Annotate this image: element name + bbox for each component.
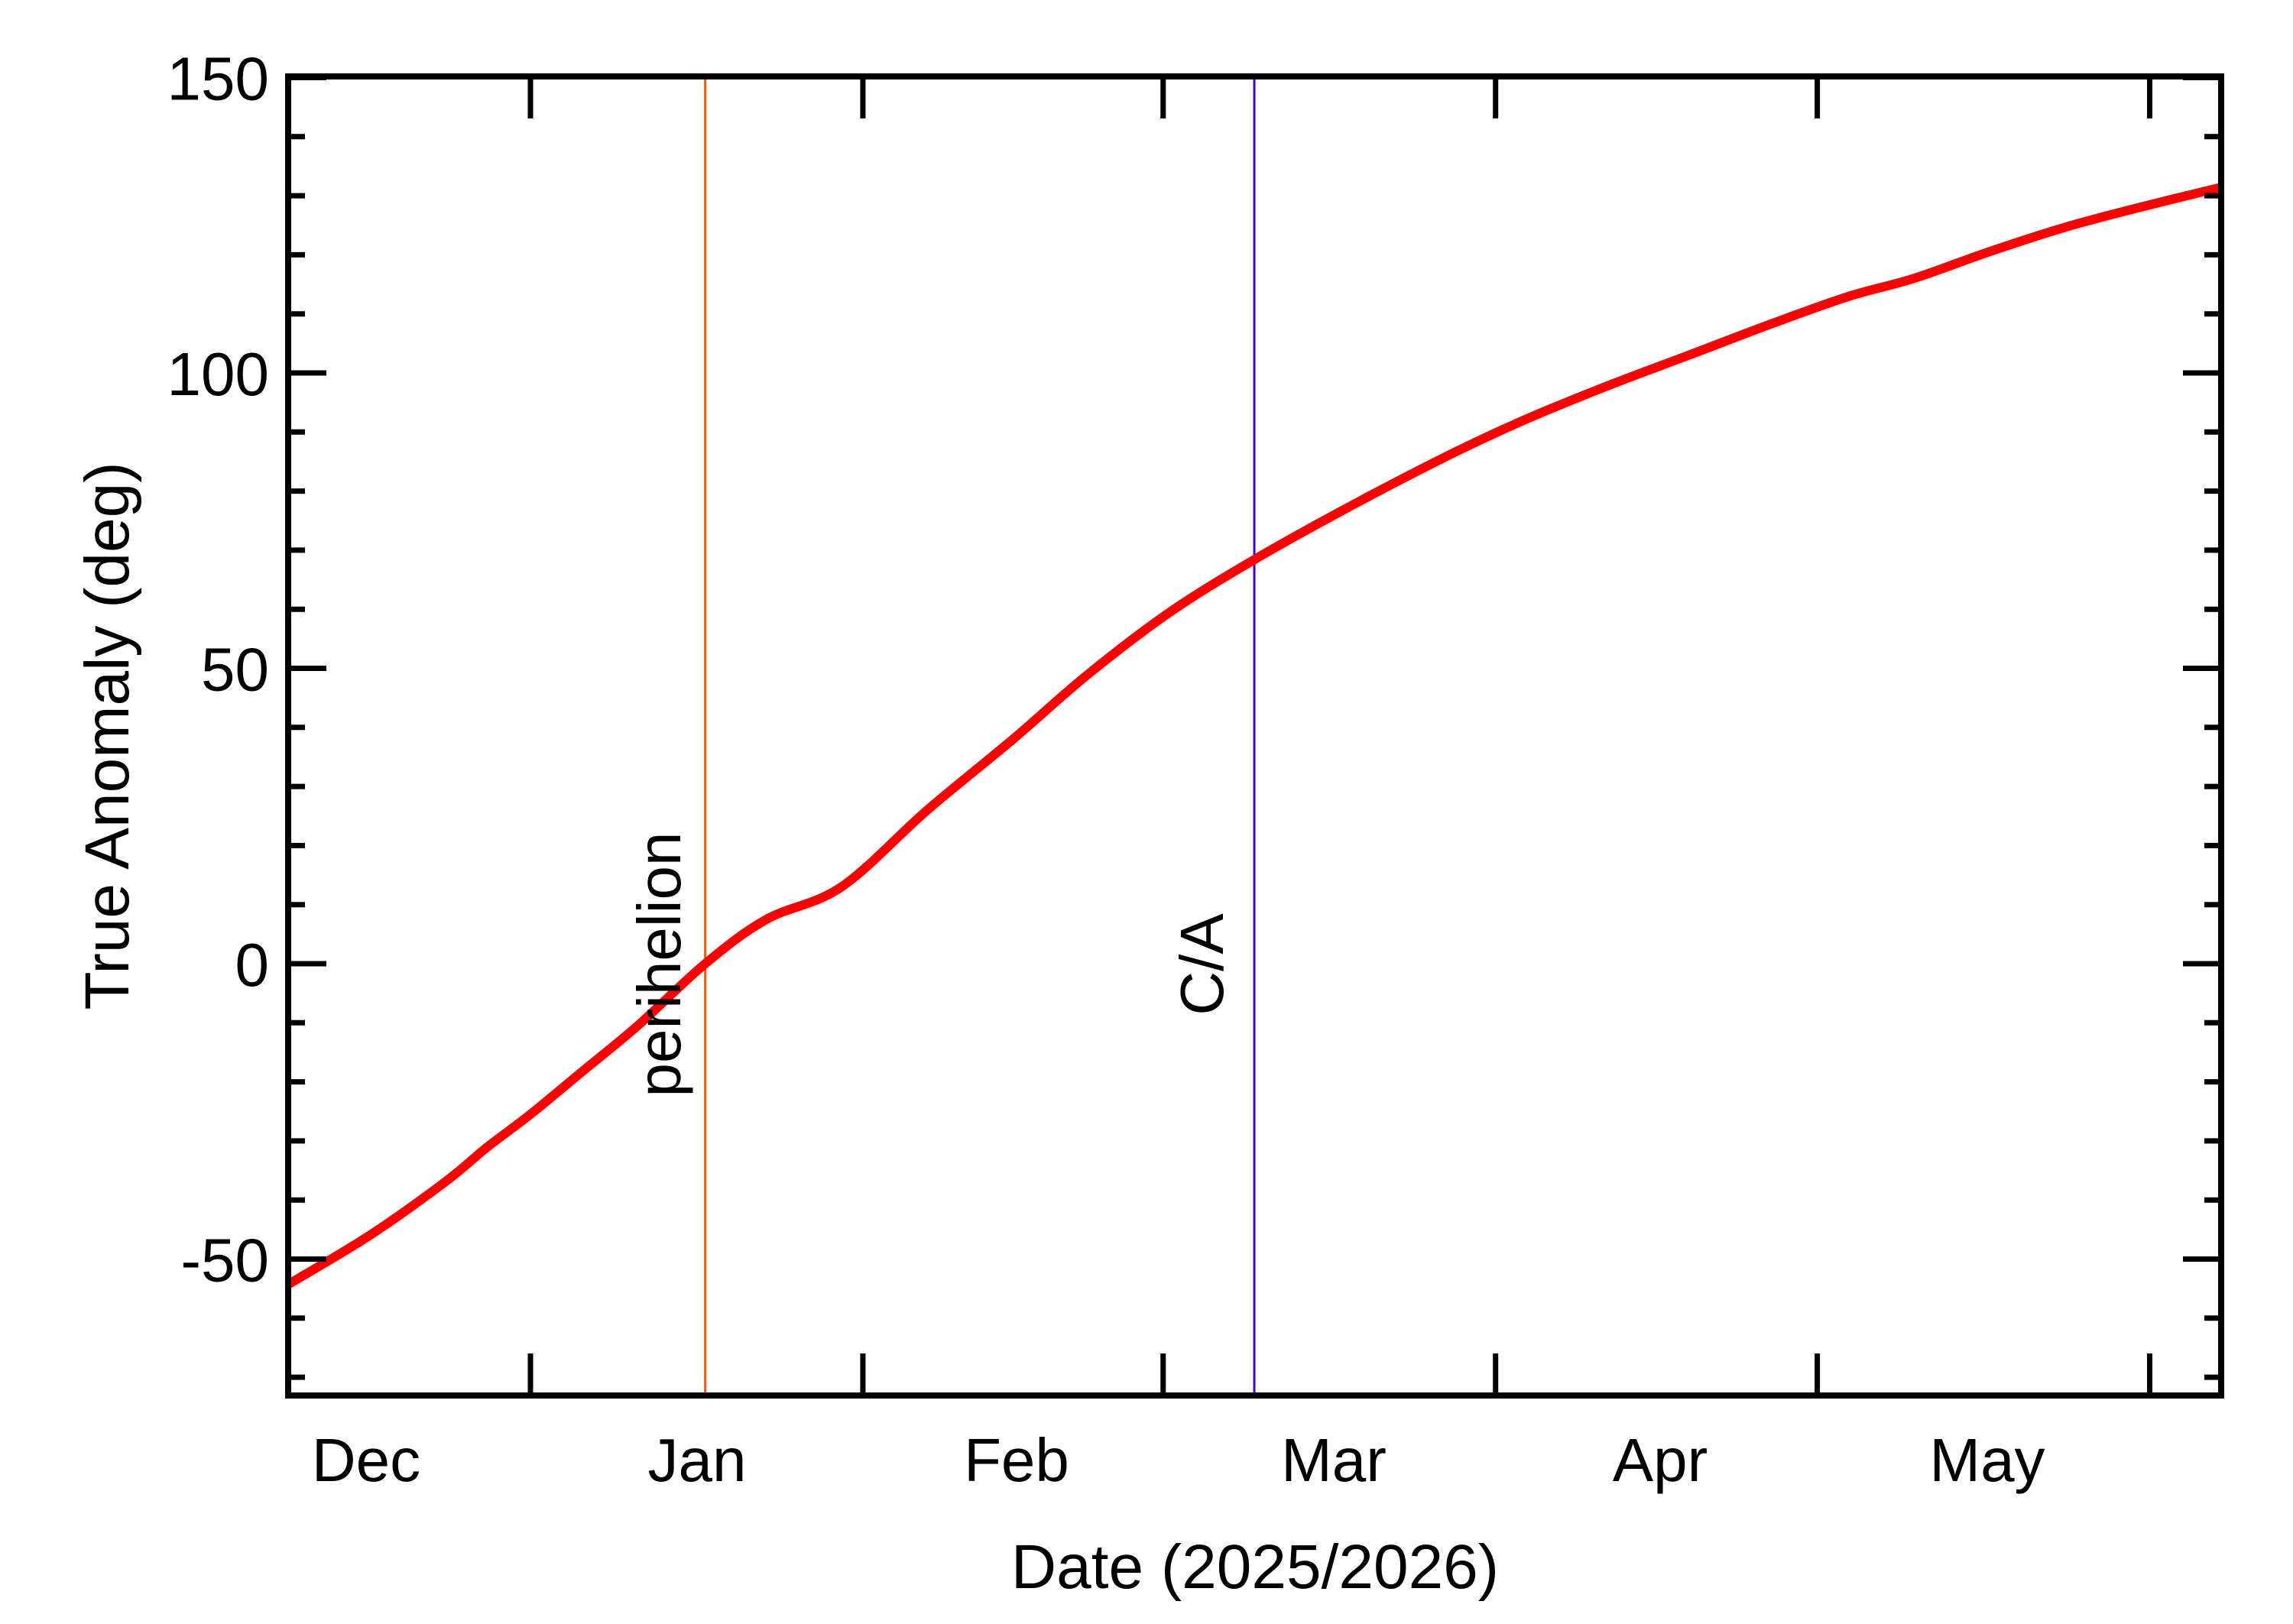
y-tick-label: 100 <box>167 340 269 408</box>
y-tick-label: 0 <box>235 931 270 999</box>
y-axis-title: True Anomaly (deg) <box>73 462 142 1010</box>
y-tick-label: 50 <box>201 636 269 704</box>
x-tick-label: Mar <box>1281 1426 1387 1494</box>
x-tick-label: Feb <box>964 1426 1069 1494</box>
true-anomaly-curve <box>287 183 2222 1289</box>
plot-frame <box>285 73 2224 1399</box>
x-tick-label: May <box>1929 1426 2045 1494</box>
y-tick-labels: 150 100 50 0 -50 <box>167 45 269 1295</box>
x-tick-label: Dec <box>312 1426 420 1494</box>
perihelion-label: perihelion <box>625 832 693 1097</box>
x-tick-labels: Dec Jan Feb Mar Apr May <box>312 1426 2045 1494</box>
y-tick-label: -50 <box>180 1227 269 1295</box>
x-tick-label: Apr <box>1613 1426 1708 1494</box>
y-tick-label: 150 <box>167 45 269 113</box>
x-axis-title: Date (2025/2026) <box>1011 1532 1499 1602</box>
x-tick-label: Jan <box>648 1426 747 1494</box>
marker-lines <box>704 76 1256 1395</box>
ca-label: C/A <box>1168 913 1236 1016</box>
